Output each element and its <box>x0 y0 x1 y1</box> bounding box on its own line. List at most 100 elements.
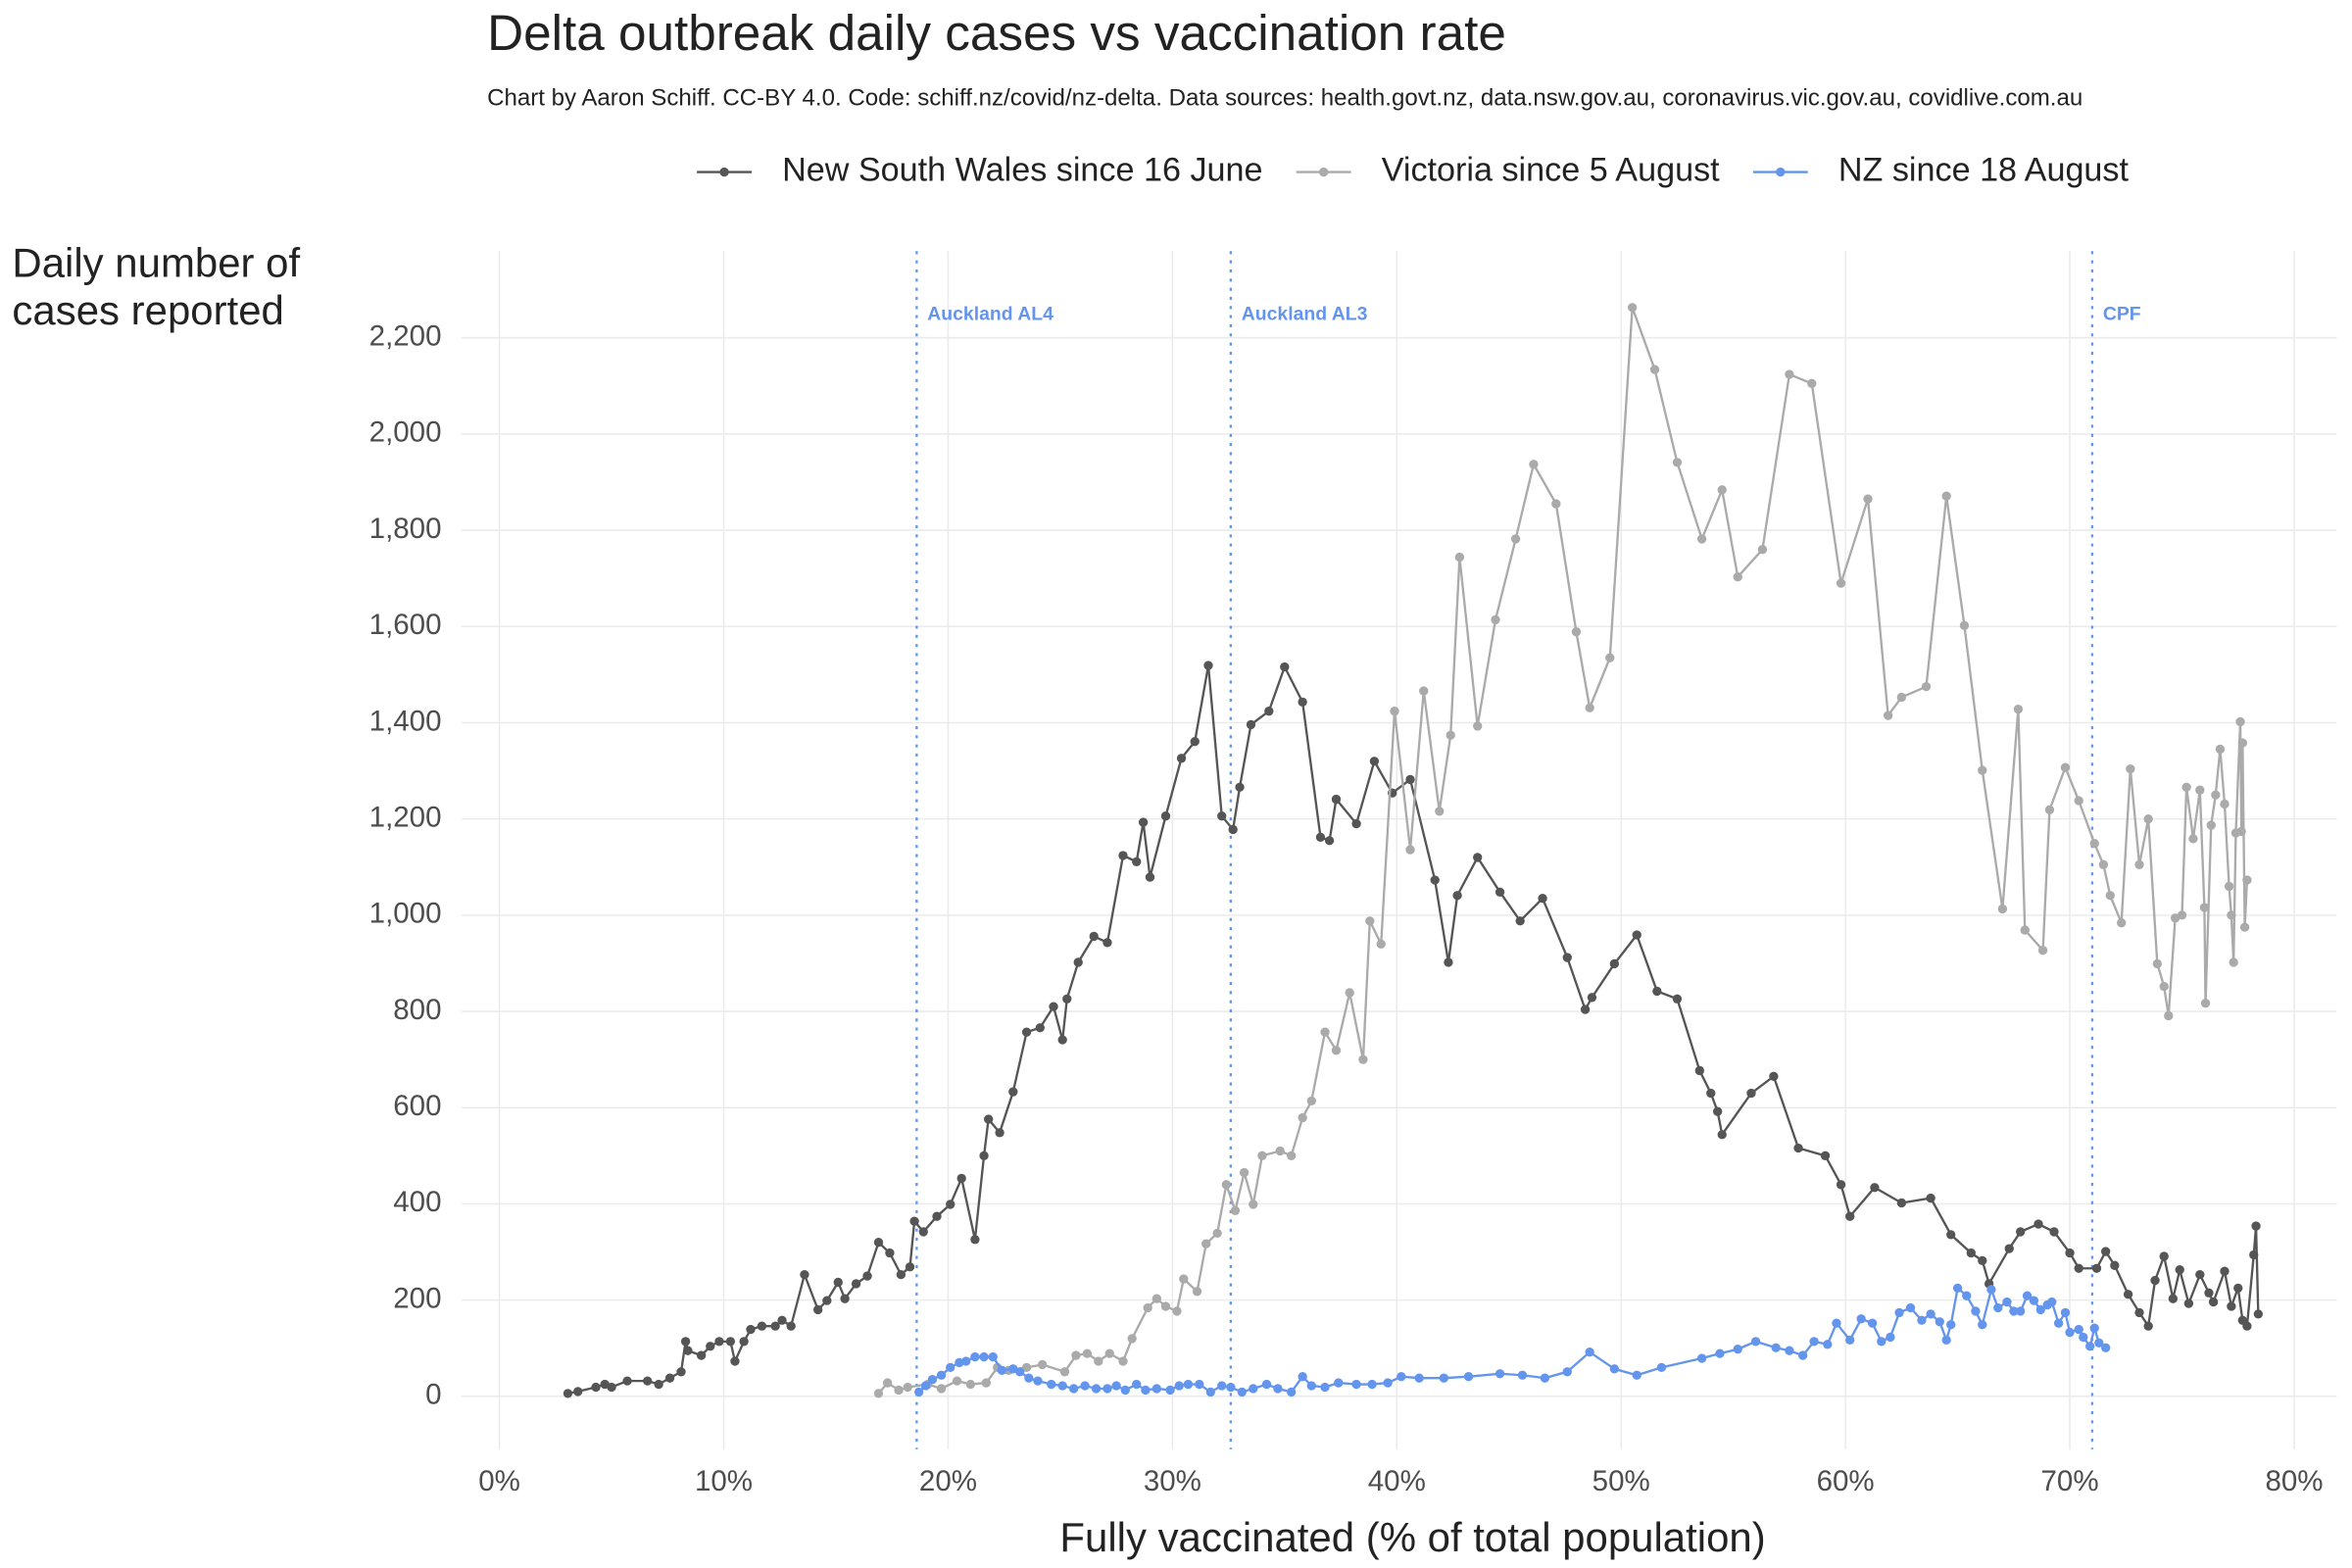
data-point <box>2235 716 2245 727</box>
data-point <box>1057 1035 1067 1045</box>
data-point <box>1832 1318 1841 1328</box>
data-point <box>1334 1378 1344 1388</box>
data-point <box>1952 1283 1963 1294</box>
data-point <box>591 1382 601 1393</box>
data-point <box>2004 1244 2014 1253</box>
data-point <box>1094 1356 1103 1366</box>
data-point <box>840 1294 850 1303</box>
data-point <box>2253 1309 2264 1319</box>
data-point <box>920 1381 931 1391</box>
y-tick-label: 200 <box>393 1282 441 1314</box>
data-point <box>1320 1027 1330 1037</box>
data-point <box>822 1296 832 1305</box>
data-point <box>2177 910 2187 920</box>
data-point <box>1785 1346 1794 1355</box>
data-point <box>1921 681 1932 692</box>
data-point <box>988 1351 998 1362</box>
x-tick-label: 40% <box>1368 1465 1426 1497</box>
data-point <box>1298 1112 1307 1123</box>
data-point <box>995 1128 1004 1138</box>
data-point <box>2098 859 2109 869</box>
data-point <box>2211 790 2221 800</box>
data-point <box>2110 1260 2120 1270</box>
data-point <box>885 1248 895 1258</box>
data-point <box>918 1227 928 1237</box>
y-tick-label: 400 <box>393 1186 441 1218</box>
data-point <box>2013 705 2024 714</box>
data-point <box>946 1362 956 1373</box>
data-point <box>1331 794 1342 805</box>
data-point <box>2074 796 2083 806</box>
data-point <box>1562 953 1572 962</box>
data-point <box>2060 762 2071 772</box>
data-point <box>739 1337 749 1347</box>
data-point <box>1160 811 1171 821</box>
series-line <box>917 1285 2107 1394</box>
data-point <box>1867 1318 1878 1328</box>
data-point <box>2029 1296 2039 1305</box>
data-point <box>1785 369 1794 379</box>
y-tick-label: 1,800 <box>369 513 442 545</box>
data-point <box>1632 930 1642 940</box>
data-point <box>2074 1324 2083 1335</box>
data-point <box>1971 1306 1981 1316</box>
legend-key-point <box>1319 167 1329 177</box>
data-point <box>1896 1198 1907 1208</box>
data-point <box>2199 903 2210 912</box>
legend-item: Victoria since 5 August <box>1296 152 1720 189</box>
data-point <box>563 1389 573 1398</box>
data-point <box>1405 845 1415 855</box>
data-point <box>1652 986 1662 997</box>
data-point <box>2168 1294 2179 1303</box>
data-point <box>683 1346 693 1355</box>
data-point <box>1551 499 1561 509</box>
data-point <box>909 1216 919 1226</box>
data-point <box>1365 916 1375 926</box>
data-point <box>1905 1302 1916 1313</box>
data-point <box>2065 1327 2075 1338</box>
data-point <box>1298 1372 1307 1382</box>
data-point <box>981 1378 992 1388</box>
y-tick-label: 0 <box>425 1379 441 1411</box>
data-point <box>2215 744 2226 755</box>
data-point <box>1358 1054 1368 1064</box>
data-point <box>2101 1247 2111 1256</box>
y-axis-title: Daily number of cases reported <box>12 240 301 334</box>
data-point <box>2053 1318 2064 1328</box>
data-point <box>1376 939 1386 949</box>
data-point <box>2152 958 2162 969</box>
x-tick-label: 60% <box>1817 1465 1875 1497</box>
data-point <box>1715 1348 1725 1358</box>
data-point <box>1494 1369 1505 1379</box>
series <box>914 1283 2111 1397</box>
data-point <box>952 1376 962 1386</box>
data-point <box>1746 1088 1756 1099</box>
data-point <box>1118 851 1128 860</box>
data-point <box>2242 875 2252 885</box>
data-point <box>2117 918 2127 928</box>
data-point <box>997 1365 1007 1375</box>
data-point <box>1021 1027 1032 1037</box>
data-point <box>1894 1307 1904 1318</box>
data-point <box>1632 1370 1642 1380</box>
data-point <box>573 1387 583 1396</box>
data-point <box>2183 1298 2194 1308</box>
data-point <box>1035 1023 1045 1033</box>
data-point <box>1298 697 1307 708</box>
data-point <box>979 1151 989 1161</box>
data-point <box>1997 904 2008 914</box>
data-point <box>1217 1381 1227 1391</box>
data-point <box>2206 820 2216 830</box>
y-tick-label: 1,400 <box>369 705 442 737</box>
data-point <box>1517 1370 1528 1380</box>
data-point <box>1120 1385 1130 1396</box>
data-point <box>2249 1250 2259 1260</box>
data-point <box>983 1114 994 1124</box>
data-point <box>1836 1180 1846 1190</box>
data-point <box>1345 988 1354 998</box>
data-point <box>1446 730 1455 740</box>
data-point <box>2079 1332 2088 1343</box>
legend-key-point <box>1776 167 1786 177</box>
data-point <box>664 1373 675 1383</box>
data-point <box>1145 872 1155 882</box>
